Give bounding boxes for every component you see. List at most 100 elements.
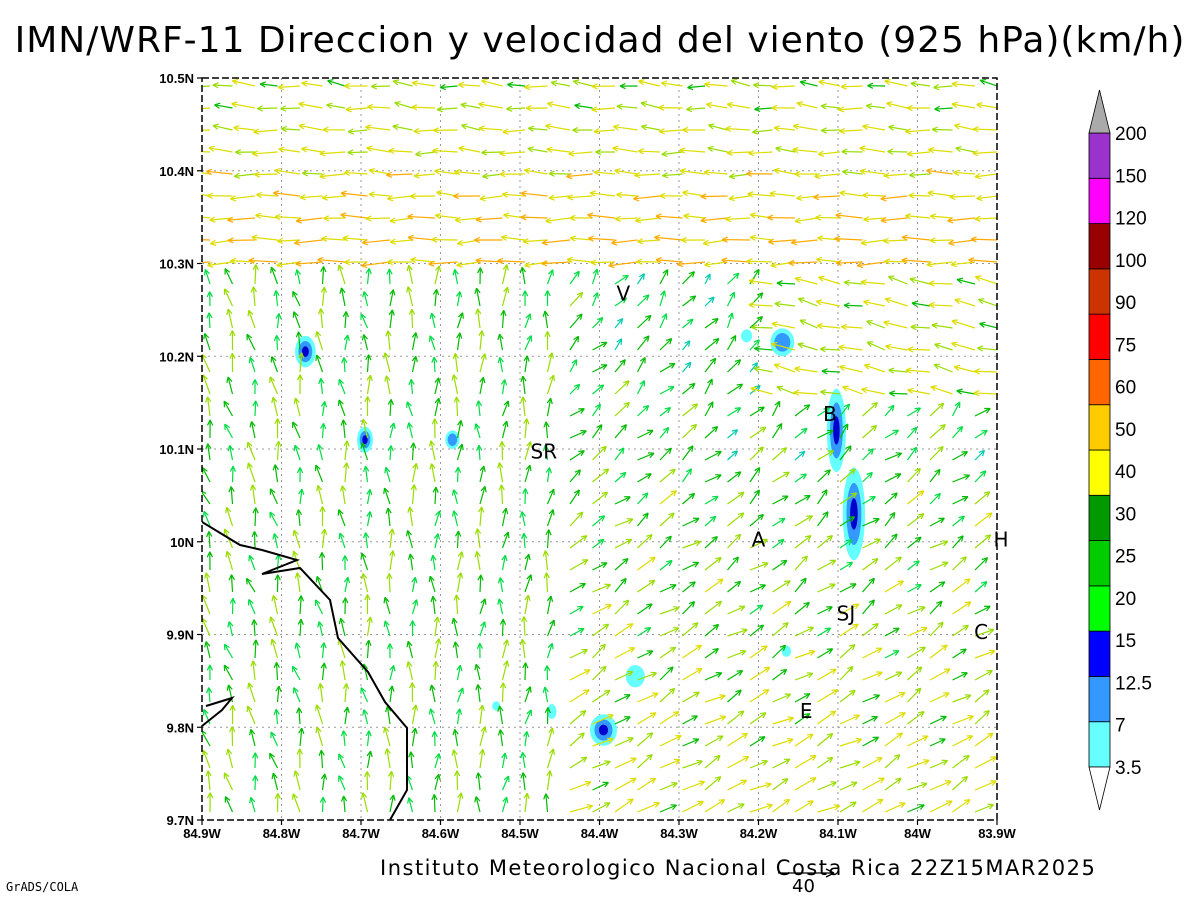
wind-arrow [772, 600, 792, 615]
wind-arrow [569, 804, 593, 813]
wind-arrow [499, 150, 526, 157]
wind-arrow [682, 468, 692, 483]
wind-arrow [274, 418, 281, 439]
wind-arrow [592, 665, 607, 681]
wind-arrow [862, 517, 880, 527]
wind-arrow [614, 215, 638, 223]
wind-arrow [474, 423, 481, 439]
speed-contour-patch [492, 701, 501, 711]
wind-arrow [546, 374, 556, 395]
wind-arrow [860, 239, 886, 246]
wind-arrow [931, 126, 953, 133]
wind-arrow [614, 401, 630, 417]
wind-arrow [384, 748, 391, 769]
wind-arrow [886, 101, 908, 109]
wind-arrow [543, 572, 550, 593]
wind-arrow [392, 79, 413, 87]
wind-arrow [888, 367, 908, 374]
wind-arrow [794, 713, 811, 725]
wind-arrow [947, 217, 976, 224]
wind-arrow [229, 465, 237, 483]
wind-arrow [614, 716, 631, 725]
wind-arrow [341, 357, 348, 373]
wind-arrow [974, 407, 991, 417]
wind-arrow [839, 127, 863, 135]
wind-arrow [704, 578, 724, 593]
wind-arrow [255, 212, 278, 219]
wind-arrow [839, 492, 858, 505]
wind-arrow [566, 172, 593, 180]
wind-arrow [682, 423, 698, 439]
wind-arrow [659, 687, 676, 703]
lon-label: 84.5W [501, 826, 539, 841]
wind-arrow [407, 506, 414, 527]
wind-arrow [224, 796, 234, 813]
wind-arrow [862, 623, 879, 637]
wind-arrow [906, 104, 931, 112]
wind-arrow [569, 291, 584, 307]
wind-arrow [501, 400, 510, 417]
wind-arrow [408, 751, 415, 769]
wind-arrow [978, 298, 997, 307]
wind-arrow [247, 599, 256, 615]
wind-arrow [319, 172, 346, 180]
wind-arrow [432, 486, 439, 505]
wind-arrow [952, 694, 972, 703]
wind-arrow [413, 127, 436, 135]
wind-arrow [773, 125, 796, 132]
wind-arrow [817, 606, 833, 615]
wind-arrow [387, 445, 394, 461]
wind-arrow [749, 315, 764, 329]
wind-arrow [659, 313, 668, 329]
wind-arrow [409, 620, 416, 637]
wind-arrow [682, 738, 700, 747]
wind-arrow [501, 420, 509, 439]
wind-arrow [659, 290, 667, 307]
wind-arrow [863, 299, 886, 307]
wind-arrow [998, 605, 1012, 614]
wind-arrow [478, 125, 503, 132]
wind-arrow [361, 418, 369, 439]
wind-arrow [337, 399, 346, 417]
wind-arrow [479, 726, 487, 747]
colorbar-label: 3.5 [1115, 758, 1141, 779]
wind-arrow [817, 469, 831, 483]
wind-arrow [817, 627, 832, 637]
wind-arrow [821, 368, 841, 375]
wind-arrow [730, 78, 751, 87]
wind-arrow [248, 356, 256, 373]
wind-arrow [479, 465, 486, 483]
wind-arrow [998, 690, 1018, 702]
wind-arrow [682, 382, 696, 395]
wind-arrow [862, 577, 875, 593]
wind-arrow [749, 803, 773, 813]
wind-arrow [501, 752, 508, 769]
wind-arrow [659, 490, 677, 505]
wind-arrow [389, 664, 396, 681]
wind-arrow [499, 170, 526, 178]
wind-arrow [500, 309, 507, 329]
wind-arrow [206, 419, 214, 439]
wind-arrow [749, 736, 766, 747]
wind-arrow [251, 619, 258, 637]
wind-arrow [347, 149, 368, 156]
wind-arrow [477, 267, 484, 285]
wind-arrow [998, 585, 1016, 592]
wind-arrow [365, 268, 372, 285]
wind-arrow [839, 737, 862, 747]
wind-arrow [387, 195, 413, 202]
wind-arrow [298, 488, 305, 505]
wind-arrow [411, 576, 418, 593]
wind-arrow [725, 125, 751, 133]
wind-arrow [835, 259, 863, 267]
wind-arrow [933, 363, 953, 373]
wind-arrow [859, 168, 886, 175]
wind-arrow [682, 600, 696, 615]
wind-speed-contours [295, 328, 866, 746]
wind-arrow [862, 495, 876, 505]
colorbar-swatch [1088, 177, 1111, 224]
wind-arrow [749, 782, 772, 791]
wind-arrow [680, 236, 706, 244]
wind-arrow [569, 732, 585, 747]
wind-arrow [523, 418, 530, 439]
